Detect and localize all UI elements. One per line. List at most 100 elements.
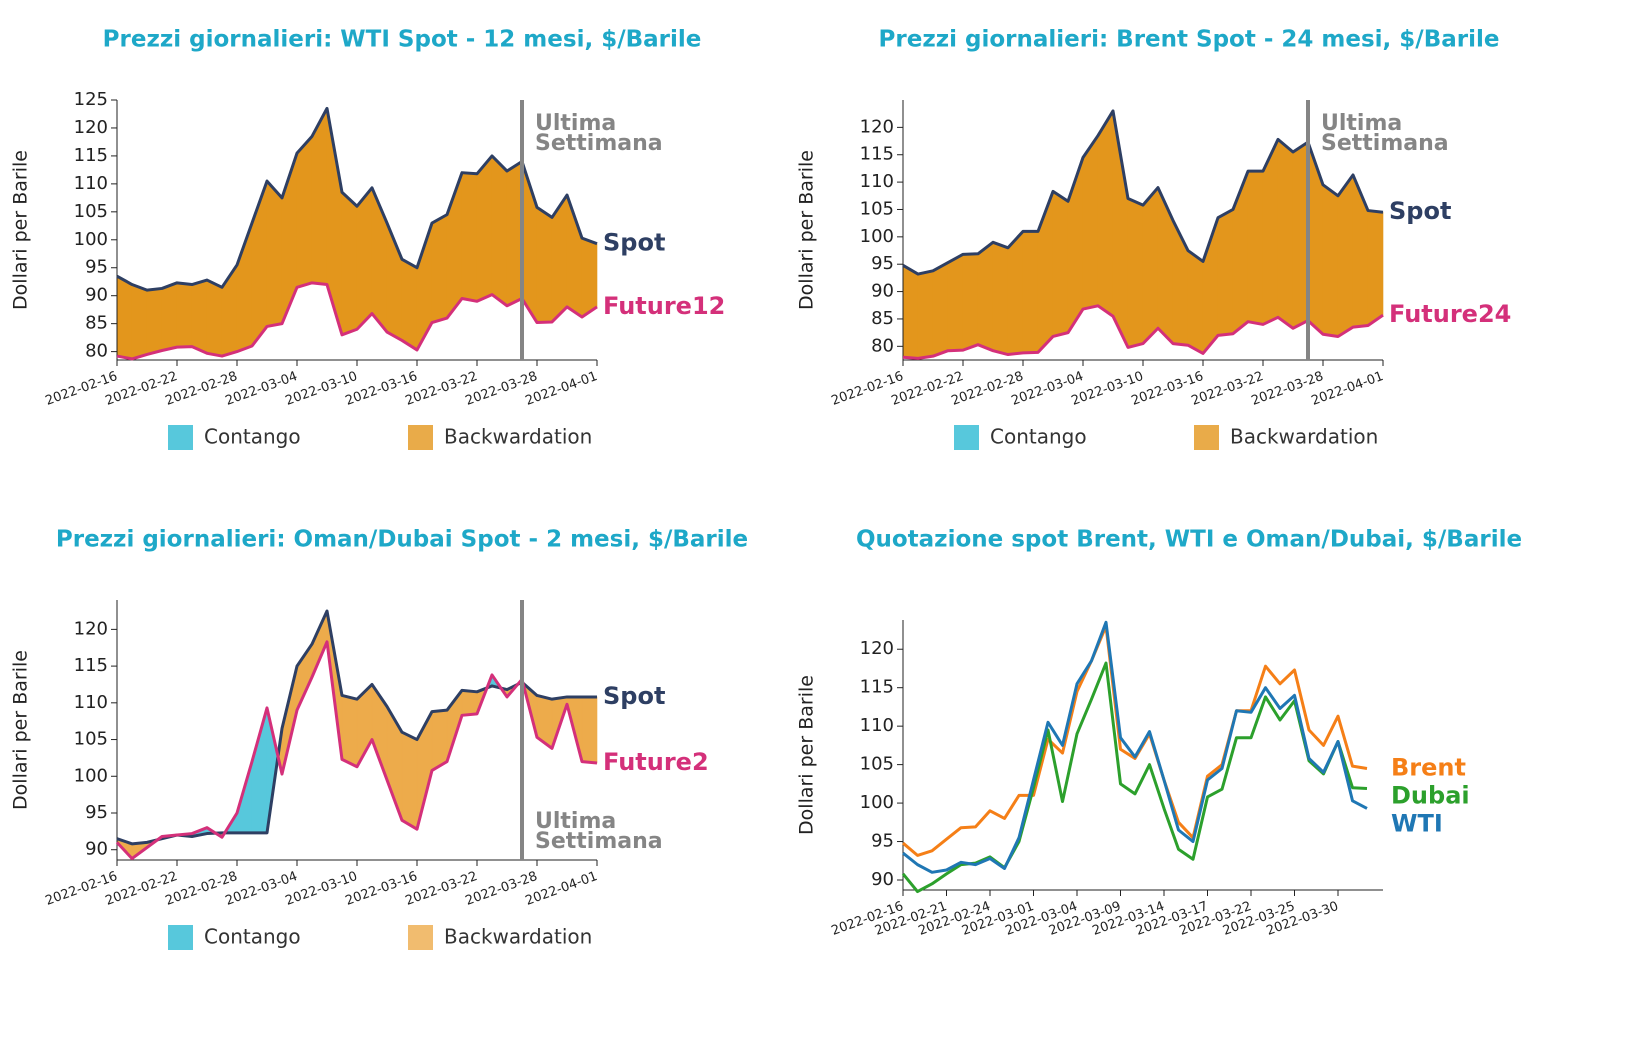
- last-week-label: Settimana: [1321, 131, 1449, 156]
- series-label: Future2: [603, 748, 709, 776]
- legend-label: Contango: [204, 925, 301, 949]
- spread-area: [1097, 109, 1114, 317]
- series-line: [116, 281, 598, 361]
- y-tick-label: 110: [74, 173, 108, 194]
- y-tick-label: 105: [74, 201, 108, 222]
- legend-label: Backwardation: [444, 925, 592, 949]
- last-week-label: Settimana: [535, 131, 663, 156]
- y-tick-label: 120: [74, 117, 108, 138]
- spread-area: [1337, 174, 1354, 338]
- y-tick-label: 115: [860, 677, 894, 698]
- spread-area: [1292, 141, 1309, 329]
- y-tick-label: 115: [74, 145, 108, 166]
- spread-area: [461, 690, 478, 716]
- spread-area: [341, 191, 358, 336]
- spread-area: [1142, 186, 1159, 345]
- last-week-label: Settimana: [535, 829, 663, 854]
- spread-area: [1022, 231, 1039, 354]
- spread-area: [1187, 249, 1204, 354]
- y-tick-label: 95: [85, 802, 108, 823]
- spread-area: [947, 253, 964, 352]
- spread-area: [416, 711, 433, 830]
- y-tick-label: 110: [74, 692, 108, 713]
- chart-title: Prezzi giornalieri: Brent Spot - 24 mesi…: [879, 27, 1500, 53]
- y-tick-label: 125: [74, 89, 108, 110]
- spread-area: [1307, 142, 1324, 335]
- y-tick-label: 95: [85, 257, 108, 278]
- spread-area: [1367, 210, 1384, 327]
- y-tick-label: 110: [860, 171, 894, 192]
- spread-area: [1352, 174, 1369, 328]
- chart-panel: Prezzi giornalieri: Oman/Dubai Spot - 2 …: [10, 527, 748, 950]
- spread-area: [491, 155, 508, 307]
- series-label: Future24: [1389, 300, 1511, 328]
- spread-area: [401, 731, 418, 830]
- legend-label: Contango: [990, 425, 1087, 449]
- y-tick-label: 120: [74, 618, 108, 639]
- y-tick-label: 80: [85, 341, 108, 362]
- y-axis-label: Dollari per Barile: [796, 150, 818, 310]
- spread-area: [176, 282, 193, 348]
- legend-swatch: [168, 925, 193, 950]
- y-tick-label: 100: [860, 226, 894, 247]
- spread-area: [917, 270, 934, 359]
- spread-area: [266, 180, 283, 327]
- legend-swatch: [1194, 425, 1219, 450]
- spread-area: [1157, 187, 1174, 345]
- spread-area: [1277, 138, 1294, 329]
- chart-title: Prezzi giornalieri: WTI Spot - 12 mesi, …: [103, 27, 702, 53]
- spread-area: [146, 288, 163, 355]
- spread-area: [206, 279, 223, 357]
- legend-label: Contango: [204, 425, 301, 449]
- spread-area: [1232, 171, 1249, 335]
- series-label: Dubai: [1391, 781, 1470, 809]
- spread-area: [932, 262, 949, 357]
- spread-area: [1247, 170, 1264, 325]
- spread-area: [251, 707, 268, 834]
- y-tick-label: 110: [860, 715, 894, 736]
- series-line: [116, 106, 598, 292]
- spread-area: [431, 214, 448, 323]
- y-axis-label: Dollari per Barile: [10, 150, 32, 310]
- y-tick-label: 100: [860, 792, 894, 813]
- spread-area: [371, 187, 388, 333]
- spread-area: [1127, 198, 1144, 348]
- series-label: Spot: [603, 682, 665, 710]
- spread-area: [191, 279, 208, 354]
- spread-area: [131, 284, 148, 360]
- y-tick-label: 95: [871, 831, 894, 852]
- spread-area: [401, 258, 418, 351]
- spread-area: [1082, 134, 1099, 310]
- y-tick-label: 80: [871, 335, 894, 356]
- series-label: Spot: [1389, 197, 1451, 225]
- series-line: [902, 304, 1384, 360]
- series-label: Future12: [603, 292, 725, 320]
- series-line: [902, 620, 1368, 874]
- y-tick-label: 85: [85, 313, 108, 334]
- series-line: [902, 624, 1368, 857]
- spread-area: [977, 241, 994, 352]
- spread-area: [581, 696, 598, 764]
- legend-swatch: [168, 425, 193, 450]
- spread-area: [116, 275, 133, 360]
- spread-area: [371, 683, 388, 781]
- spread-area: [1322, 184, 1339, 337]
- y-tick-label: 90: [85, 285, 108, 306]
- series-line: [901, 661, 1368, 894]
- series-label: Brent: [1391, 753, 1466, 781]
- spread-area: [296, 135, 313, 288]
- spread-area: [902, 264, 919, 359]
- y-tick-label: 105: [860, 754, 894, 775]
- spread-area: [356, 186, 373, 330]
- spread-area: [581, 237, 598, 318]
- y-tick-label: 115: [74, 655, 108, 676]
- y-tick-label: 100: [74, 765, 108, 786]
- last-week-label: Ultima: [1321, 111, 1402, 136]
- legend-swatch: [408, 425, 433, 450]
- y-tick-label: 120: [860, 638, 894, 659]
- y-axis-label: Dollari per Barile: [796, 675, 818, 835]
- spread-area: [1007, 230, 1024, 355]
- y-tick-label: 105: [860, 198, 894, 219]
- y-tick-label: 120: [860, 116, 894, 137]
